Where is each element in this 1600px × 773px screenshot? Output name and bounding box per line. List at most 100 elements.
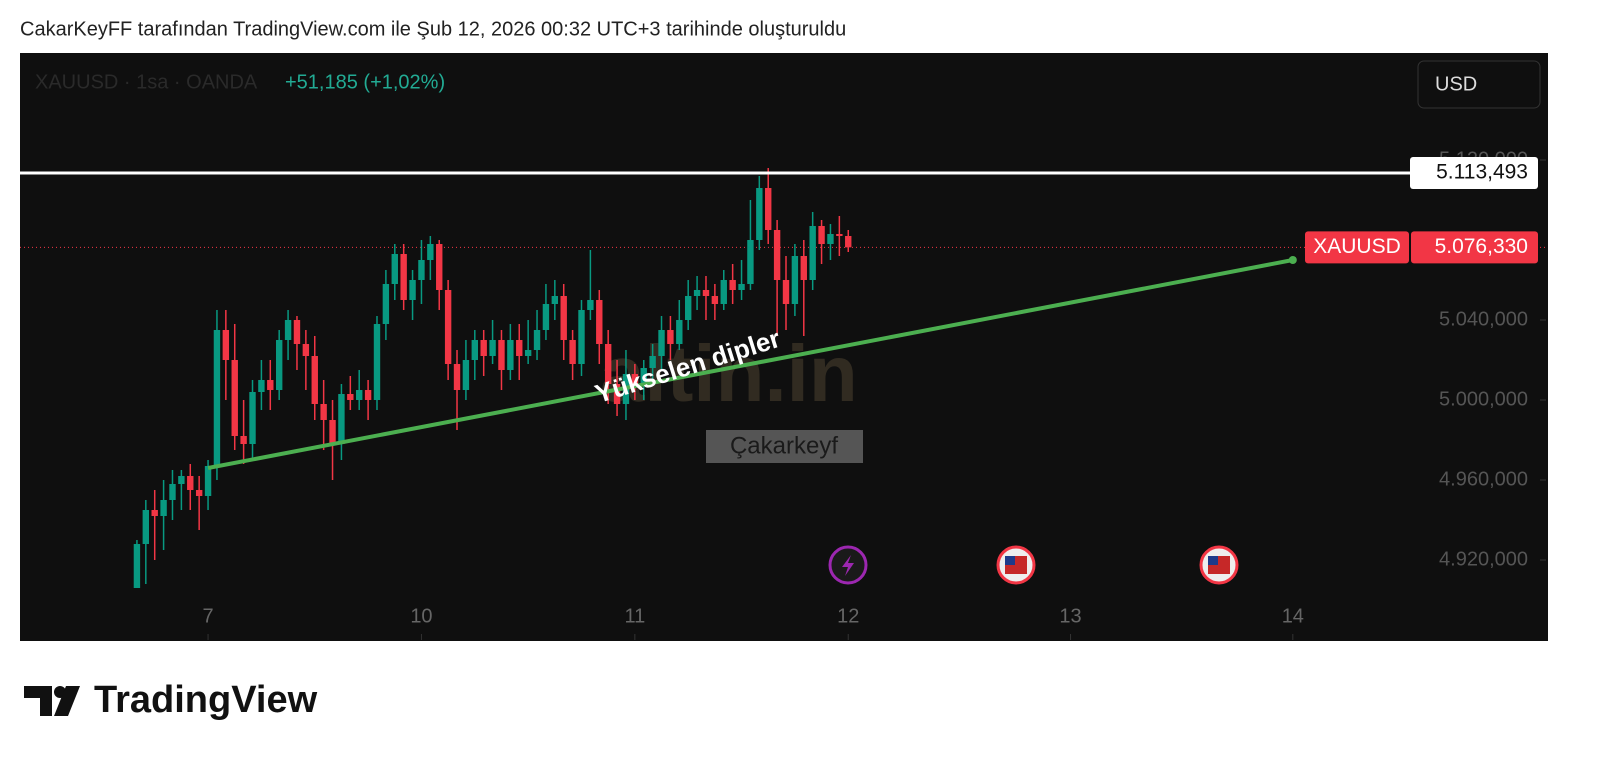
- candle-body: [356, 390, 363, 400]
- candle-body: [800, 256, 807, 280]
- candle-body: [320, 404, 327, 420]
- candle-body: [436, 244, 443, 290]
- candle-body: [195, 490, 203, 496]
- candle-body: [604, 344, 612, 384]
- author-label: Çakarkeyf: [730, 432, 838, 459]
- x-tick-label: 14: [1282, 605, 1304, 627]
- candle-body: [649, 356, 656, 368]
- candle-body: [311, 356, 318, 404]
- price-name: XAUUSD: [1313, 235, 1401, 258]
- y-tick-label: 4.920,000: [1439, 548, 1528, 570]
- y-tick-label: 5.000,000: [1439, 388, 1528, 410]
- candle-body: [338, 394, 345, 444]
- candle-body: [596, 300, 603, 344]
- tv-logo-mark: [54, 686, 80, 716]
- candle-body: [471, 340, 478, 360]
- candle-body: [667, 330, 674, 344]
- candle-body: [231, 360, 238, 436]
- candle-body: [249, 392, 256, 444]
- candle-body: [765, 188, 772, 230]
- candle-body: [489, 340, 496, 356]
- y-tick-label: 4.960,000: [1439, 468, 1528, 490]
- candle-body: [747, 240, 754, 284]
- candle-body: [427, 244, 434, 260]
- candle-body: [516, 340, 523, 356]
- price-name-tag: [1305, 231, 1409, 264]
- candle-body: [711, 296, 719, 304]
- candle-body: [462, 360, 470, 390]
- candle-body: [480, 340, 487, 356]
- candle-body: [222, 330, 230, 360]
- price-change: +51,185 (+1,02%): [285, 71, 445, 93]
- candle-body: [275, 340, 283, 390]
- currency-label: USD: [1435, 73, 1477, 95]
- candle-body: [738, 284, 745, 290]
- candle-body: [391, 254, 398, 284]
- tv-logo-mark: [24, 686, 52, 716]
- candle-body: [827, 234, 834, 244]
- candle-body: [498, 340, 505, 370]
- candle-body: [160, 500, 167, 516]
- x-tick-label: 11: [624, 605, 645, 627]
- candle-body: [524, 350, 532, 356]
- x-tick-label: 12: [837, 605, 859, 627]
- candle-body: [400, 254, 407, 300]
- candle-body: [258, 380, 265, 392]
- candle-body: [240, 436, 247, 444]
- candle-body: [542, 304, 550, 330]
- candle-body: [364, 390, 372, 400]
- candle-body: [133, 544, 141, 588]
- candle-body: [453, 364, 461, 390]
- candle-body: [213, 330, 221, 466]
- x-tick-label: 7: [202, 605, 213, 627]
- candle-body: [418, 260, 425, 280]
- candle-body: [284, 320, 292, 340]
- candle-body: [578, 310, 585, 364]
- candle-body: [347, 394, 354, 400]
- candle-body: [533, 330, 541, 350]
- candle-body: [560, 296, 567, 340]
- candle-body: [169, 484, 176, 500]
- candle-body: [640, 368, 647, 384]
- symbol-info: XAUUSD · 1sa · OANDA: [35, 71, 258, 93]
- candle-body: [187, 476, 194, 490]
- candle-body: [551, 296, 559, 304]
- candle-body: [818, 226, 825, 244]
- tv-logo: [24, 686, 80, 716]
- chart-bg: [20, 53, 1548, 641]
- candle-body: [756, 188, 763, 240]
- candle-body: [782, 280, 790, 304]
- candle-body: [302, 344, 310, 356]
- event-icon-bolt: [842, 555, 854, 576]
- candle-body: [267, 380, 274, 390]
- flag-canton: [1208, 556, 1218, 565]
- candle-body: [720, 280, 727, 304]
- horizontal-line-tag: [1410, 157, 1538, 190]
- author-label-bg: [706, 430, 863, 463]
- trend-line: [207, 258, 1294, 470]
- candle-body: [791, 256, 799, 304]
- candle-body: [151, 510, 158, 516]
- x-tick-label: 10: [410, 605, 432, 627]
- candle-body: [693, 290, 701, 296]
- y-tick-label: 5.040,000: [1439, 308, 1528, 330]
- candle-body: [702, 290, 710, 296]
- candle-body: [631, 374, 639, 384]
- candle-body: [613, 384, 621, 404]
- trend-line-handle: [1288, 256, 1297, 264]
- candle-body: [587, 300, 594, 310]
- price-value: 5.076,330: [1435, 235, 1528, 258]
- header-title: CakarKeyFF tarafından TradingView.com il…: [20, 18, 846, 40]
- candle-body: [409, 280, 416, 300]
- candle-body: [382, 284, 390, 324]
- candle-body: [569, 340, 576, 364]
- candle-body: [444, 290, 452, 364]
- candle-body: [142, 510, 150, 544]
- currency-button[interactable]: [1417, 60, 1541, 109]
- candle-body: [329, 420, 336, 444]
- candle-body: [658, 330, 665, 356]
- flag-canton: [1005, 556, 1015, 565]
- footer-brand: TradingView: [94, 679, 318, 721]
- candle-body: [204, 466, 212, 496]
